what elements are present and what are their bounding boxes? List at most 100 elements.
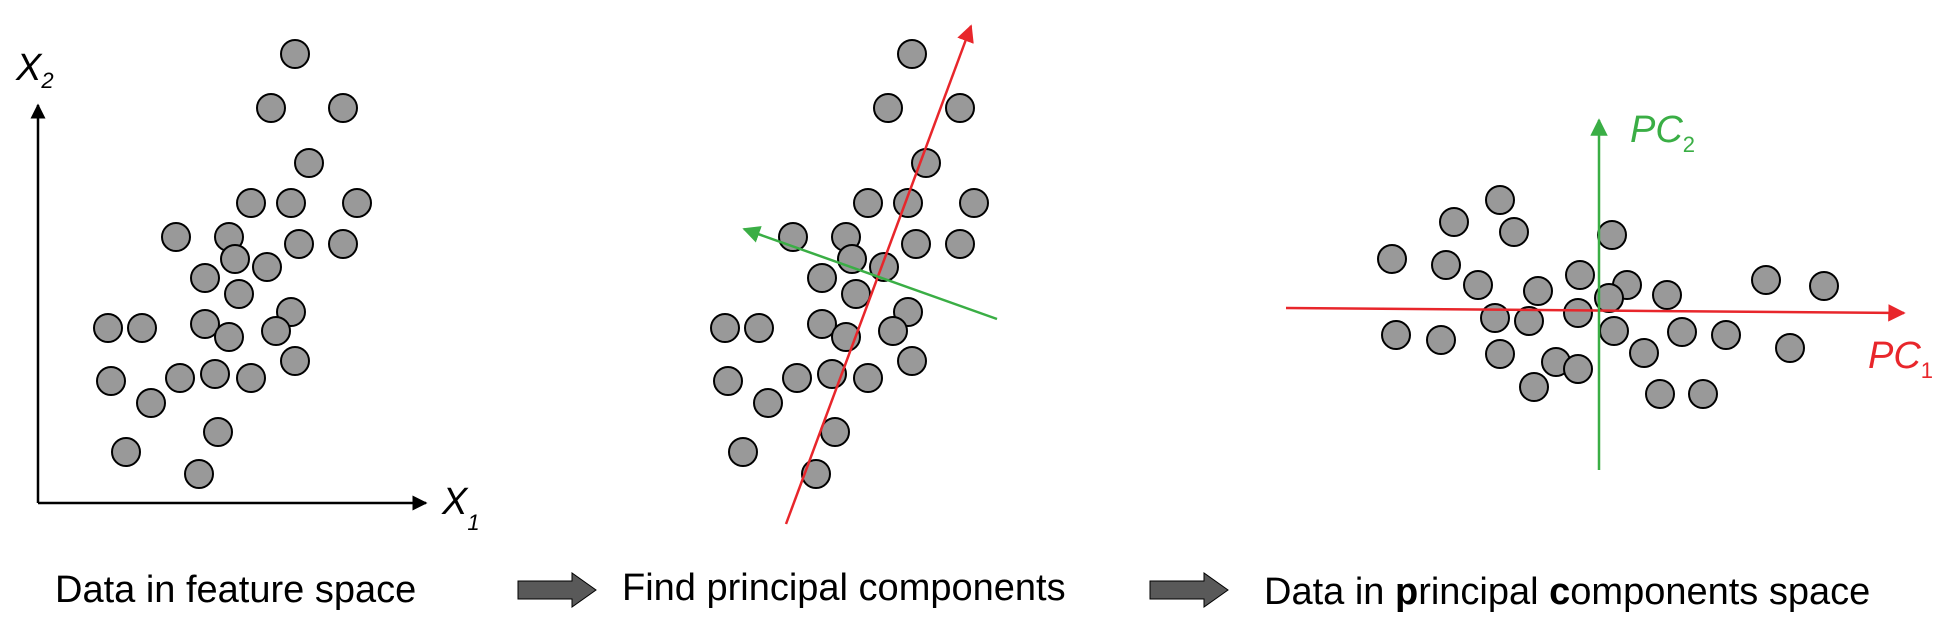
pc2-axis-label: PC2 (1630, 109, 1695, 157)
data-point (945, 229, 975, 259)
data-point (256, 93, 286, 123)
data-point (190, 263, 220, 293)
data-point (203, 417, 233, 447)
feature-space-panel: X2 X1 (15, 39, 480, 535)
data-point (342, 188, 372, 218)
data-point (1597, 220, 1627, 250)
data-point (1523, 276, 1553, 306)
pc1-axis (1285, 304, 1906, 322)
data-point (328, 229, 358, 259)
data-point (807, 263, 837, 293)
data-point (1377, 244, 1407, 274)
find-components-panel (710, 24, 998, 525)
data-point (214, 322, 244, 352)
data-point (897, 346, 927, 376)
data-point (220, 244, 250, 274)
data-point (1485, 339, 1515, 369)
data-point (728, 437, 758, 467)
caption-row: Data in feature space Find principal com… (55, 567, 1870, 613)
data-point (878, 316, 908, 346)
data-point (869, 252, 899, 282)
data-point (945, 93, 975, 123)
pc-space-panel: PC2 PC1 (1285, 109, 1933, 470)
data-point (93, 313, 123, 343)
data-point (753, 388, 783, 418)
data-point (1629, 338, 1659, 368)
data-point (1775, 333, 1805, 363)
data-point (200, 359, 230, 389)
data-point (261, 316, 291, 346)
data-point (1485, 185, 1515, 215)
data-point (1381, 320, 1411, 350)
data-point (236, 363, 266, 393)
data-point (1519, 372, 1549, 402)
data-point (853, 363, 883, 393)
data-point (1599, 316, 1629, 346)
x-axis-label: X1 (441, 481, 480, 535)
data-point (1439, 207, 1469, 237)
caption-pc-space: Data in principal components space (1264, 571, 1870, 613)
data-point (1652, 280, 1682, 310)
data-point (96, 366, 126, 396)
data-point (1431, 250, 1461, 280)
data-point (1688, 379, 1718, 409)
data-point (1594, 283, 1624, 313)
data-point (294, 148, 324, 178)
data-point (161, 222, 191, 252)
data-point (111, 437, 141, 467)
pc-space-points (1377, 185, 1839, 409)
data-point (165, 363, 195, 393)
data-point (276, 188, 306, 218)
data-point (893, 188, 923, 218)
data-point (801, 459, 831, 489)
data-point (1667, 317, 1697, 347)
data-point (1563, 354, 1593, 384)
data-point (959, 188, 989, 218)
data-point (252, 252, 282, 282)
caption-feature-space: Data in feature space (55, 569, 416, 611)
data-point (1463, 270, 1493, 300)
right-arrow-icon (517, 572, 597, 608)
data-point (1499, 217, 1529, 247)
data-point (713, 366, 743, 396)
data-point (744, 313, 774, 343)
data-point (280, 346, 310, 376)
data-point (837, 244, 867, 274)
data-point (224, 279, 254, 309)
component-search-points (710, 39, 989, 489)
data-point (184, 459, 214, 489)
pc1-axis-label: PC1 (1868, 335, 1933, 383)
data-point (1711, 320, 1741, 350)
data-point (1565, 260, 1595, 290)
data-point (897, 39, 927, 69)
data-point (901, 229, 931, 259)
pc1-direction-arrow (784, 24, 974, 525)
data-point (236, 188, 266, 218)
data-point (1563, 298, 1593, 328)
pc2-direction-arrow (742, 226, 998, 321)
data-point (1645, 379, 1675, 409)
data-point (127, 313, 157, 343)
feature-space-points (93, 39, 372, 489)
data-point (853, 188, 883, 218)
data-point (1480, 303, 1510, 333)
data-point (873, 93, 903, 123)
data-point (820, 417, 850, 447)
data-point (1751, 265, 1781, 295)
y-axis-label: X2 (15, 47, 54, 93)
data-point (1514, 306, 1544, 336)
data-point (284, 229, 314, 259)
caption-find-components: Find principal components (622, 567, 1066, 609)
data-point (782, 363, 812, 393)
data-point (190, 309, 220, 339)
data-point (1809, 271, 1839, 301)
right-arrow-icon (1149, 572, 1229, 608)
data-point (328, 93, 358, 123)
data-point (710, 313, 740, 343)
data-point (841, 279, 871, 309)
data-point (807, 309, 837, 339)
data-point (1426, 325, 1456, 355)
data-point (280, 39, 310, 69)
data-point (136, 388, 166, 418)
